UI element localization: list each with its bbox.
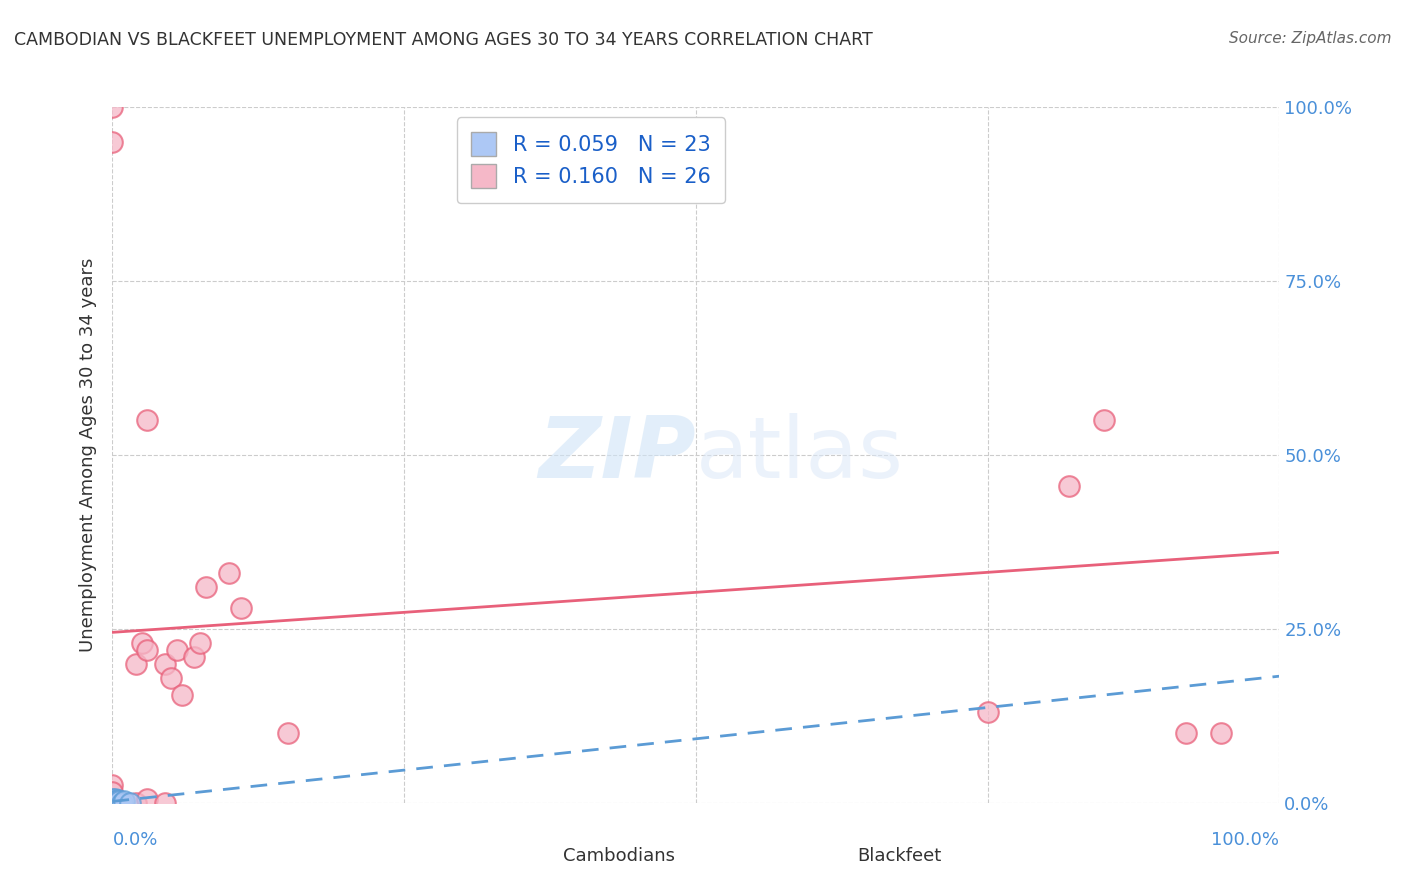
Point: [101, 796, 124, 810]
Point: [276, 726, 298, 740]
Point: [136, 642, 159, 657]
Point: [104, 791, 127, 805]
Point: [125, 657, 148, 671]
Text: 0.0%: 0.0%: [112, 830, 157, 848]
Point: [194, 580, 217, 594]
Point: [103, 796, 125, 810]
Point: [125, 796, 148, 810]
Point: [104, 796, 127, 810]
Point: [112, 794, 135, 808]
Point: [104, 794, 127, 808]
Point: [1175, 726, 1198, 740]
Point: [101, 135, 124, 149]
Point: [1059, 479, 1081, 493]
Point: [136, 413, 159, 427]
Point: [101, 796, 124, 810]
Text: atlas: atlas: [696, 413, 904, 497]
Point: [188, 636, 211, 650]
Point: [101, 796, 124, 810]
Text: Cambodians: Cambodians: [562, 847, 675, 865]
Point: [111, 796, 134, 810]
Point: [1094, 413, 1116, 427]
Point: [101, 785, 124, 799]
Point: [118, 796, 141, 810]
Point: [136, 792, 159, 806]
Point: [101, 778, 124, 793]
Point: [104, 794, 127, 808]
Point: [101, 796, 124, 810]
Point: [131, 636, 153, 650]
Point: [153, 657, 176, 671]
Point: [101, 794, 124, 808]
Point: [976, 706, 998, 720]
Text: Source: ZipAtlas.com: Source: ZipAtlas.com: [1229, 31, 1392, 46]
Legend: R = 0.059   N = 23, R = 0.160   N = 26: R = 0.059 N = 23, R = 0.160 N = 26: [457, 118, 725, 203]
Point: [229, 601, 252, 615]
Text: ZIP: ZIP: [538, 413, 696, 497]
Point: [107, 796, 129, 810]
Point: [183, 649, 205, 664]
Text: Blackfeet: Blackfeet: [858, 847, 942, 865]
Point: [107, 793, 129, 807]
Text: 100.0%: 100.0%: [1212, 830, 1279, 848]
Point: [166, 642, 188, 657]
Point: [101, 792, 124, 806]
Text: CAMBODIAN VS BLACKFEET UNEMPLOYMENT AMONG AGES 30 TO 34 YEARS CORRELATION CHART: CAMBODIAN VS BLACKFEET UNEMPLOYMENT AMON…: [14, 31, 873, 49]
Point: [101, 793, 124, 807]
Point: [108, 794, 131, 808]
Point: [101, 796, 124, 810]
Y-axis label: Unemployment Among Ages 30 to 34 years: Unemployment Among Ages 30 to 34 years: [79, 258, 97, 652]
Point: [160, 671, 183, 685]
Point: [172, 688, 194, 702]
Point: [101, 796, 124, 810]
Point: [105, 796, 128, 810]
Point: [101, 100, 124, 114]
Point: [101, 794, 124, 808]
Point: [1209, 726, 1232, 740]
Point: [103, 794, 125, 808]
Point: [218, 566, 240, 581]
Point: [153, 796, 176, 810]
